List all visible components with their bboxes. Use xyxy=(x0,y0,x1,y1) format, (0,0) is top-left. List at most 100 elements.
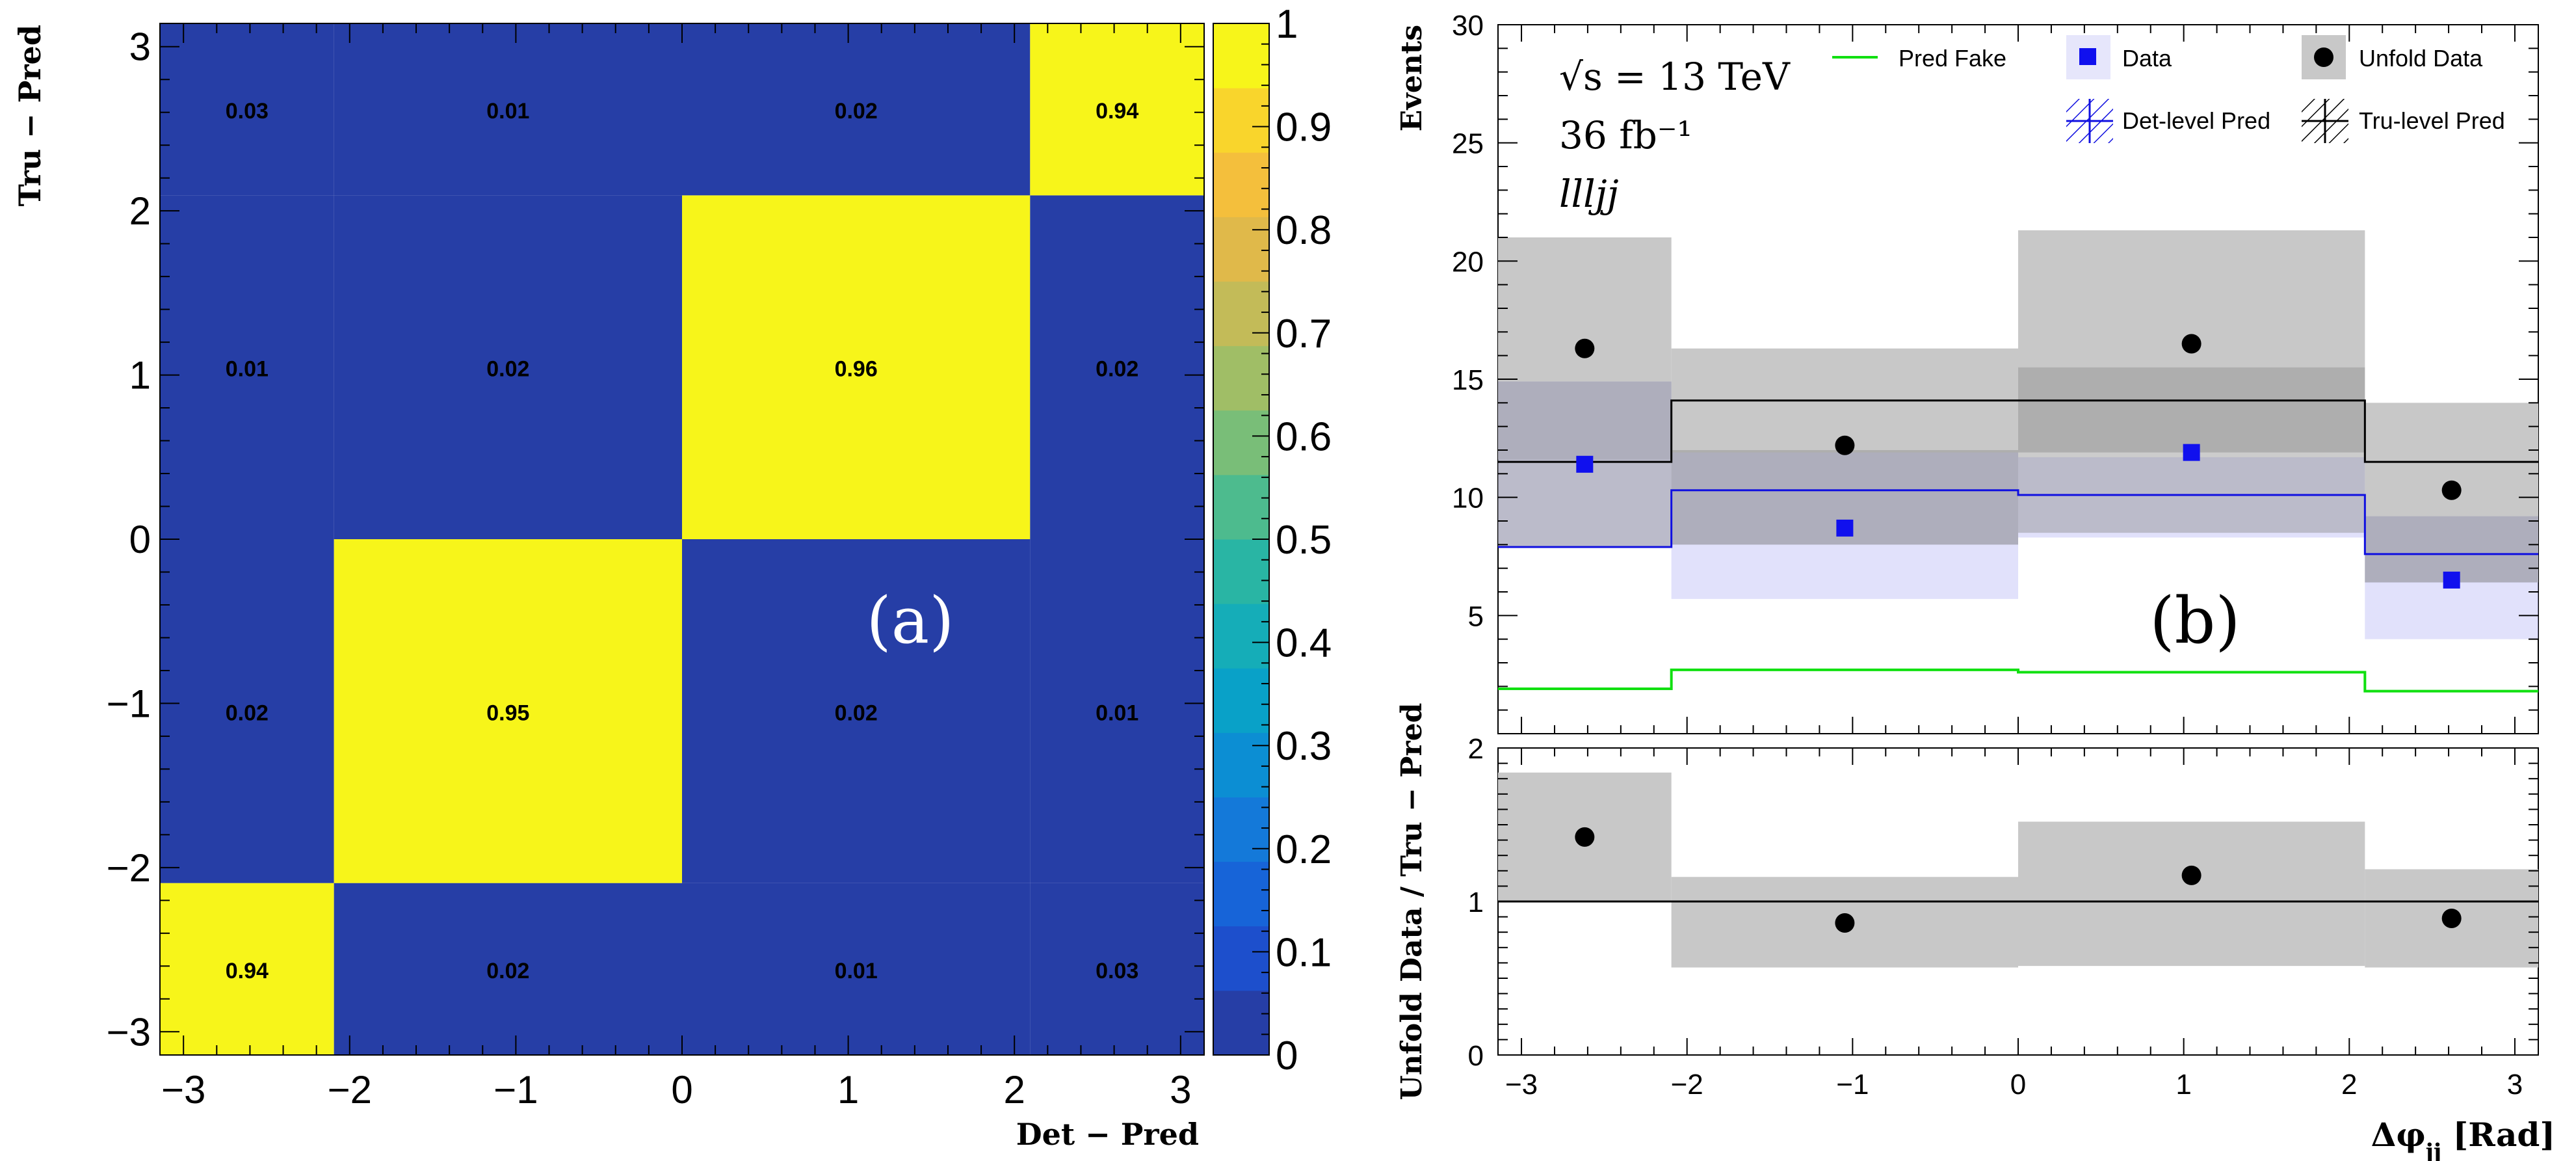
colorbar-segment xyxy=(1213,217,1269,282)
data-point xyxy=(1836,519,1854,537)
heatmap-cell xyxy=(682,883,1031,1055)
pred-fake-line xyxy=(1498,668,2538,693)
legend-label-det: Det-level Pred xyxy=(2122,107,2270,134)
heatmap-cell-label: 0.02 xyxy=(226,701,269,725)
colorbar-segment xyxy=(1213,23,1269,88)
ratio-y-tick-label: 1 xyxy=(1468,887,1484,918)
heatmap-cell xyxy=(1030,883,1204,1055)
main-y-axis-label: Events xyxy=(1395,25,1428,131)
colorbar-segment xyxy=(1213,797,1269,862)
unfold-data-point xyxy=(1835,435,1855,455)
heatmap-cell-label: 0.01 xyxy=(1096,701,1138,725)
colorbar-segment xyxy=(1213,281,1269,347)
heatmap-cell xyxy=(682,23,1031,196)
heatmap-cell-label: 0.94 xyxy=(1096,99,1138,124)
y-tick-label: −3 xyxy=(107,1010,151,1054)
x-tick-label: 1 xyxy=(837,1068,859,1112)
heatmap-cell-label: 0.01 xyxy=(835,959,878,983)
heatmap-cell-label: 0.03 xyxy=(1096,959,1138,983)
main-y-tick-labels: 5 10 15 20 25 30 xyxy=(1452,10,1484,632)
heatmap-cell xyxy=(160,883,334,1055)
unfold-data-point xyxy=(1575,338,1595,358)
data-point xyxy=(2183,444,2200,461)
heatmap-cell xyxy=(334,23,682,196)
colorbar-segment xyxy=(1213,861,1269,927)
tru-level-uncertainty-band xyxy=(2365,516,2538,583)
ratio-x-tick-label: 0 xyxy=(2010,1069,2026,1101)
colorbar-tick-label: 0.1 xyxy=(1276,930,1332,975)
ratio-x-tick-label: 2 xyxy=(2341,1069,2357,1101)
heatmap-y-tick-labels: −3 −2 −1 0 1 2 3 xyxy=(107,25,151,1054)
heatmap-cell xyxy=(160,195,334,539)
ratio-axis-ticks xyxy=(1498,747,2538,1056)
main-y-tick-label: 15 xyxy=(1452,364,1484,396)
colorbar-tick-label: 0.4 xyxy=(1276,621,1332,666)
colorbar-segment xyxy=(1213,668,1269,733)
legend-label-tru: Tru-level Pred xyxy=(2359,107,2505,134)
colorbar-tick-label: 0.9 xyxy=(1276,105,1332,150)
heatmap-cell-label: 0.02 xyxy=(835,701,878,725)
ratio-uncertainty-band xyxy=(2018,821,2365,967)
legend-label-pred-fake: Pred Fake xyxy=(1899,45,2006,72)
main-y-tick-label: 5 xyxy=(1468,600,1484,632)
ratio-x-tick-label: −3 xyxy=(1505,1069,1538,1101)
heatmap-cell-label: 0.96 xyxy=(835,357,878,382)
colorbar-segment xyxy=(1213,604,1269,669)
heatmap-cell-label: 0.94 xyxy=(226,959,269,983)
data-point xyxy=(2443,571,2460,589)
heatmap-cell xyxy=(334,195,682,539)
annotation-line-2: 36 fb⁻¹ xyxy=(1559,113,1692,157)
colorbar-segment xyxy=(1213,88,1269,153)
colorbar-tick-label: 0.6 xyxy=(1276,414,1332,459)
energy-annotation: √s = 13 TeV 36 fb⁻¹ llljj xyxy=(1559,55,1791,216)
unfold-data-point xyxy=(2181,334,2201,354)
x-tick-label: 2 xyxy=(1004,1068,1025,1112)
x-tick-label: 3 xyxy=(1170,1068,1191,1112)
heatmap-cell-label: 0.95 xyxy=(486,701,529,725)
ratio-y-tick-label: 0 xyxy=(1468,1040,1484,1072)
colorbar-segment xyxy=(1213,926,1269,991)
panel-b-label: (b) xyxy=(2149,584,2240,658)
data-point xyxy=(1576,455,1594,473)
heatmap-cell-labels: 0.94 0.02 0.01 0.03 0.02 0.95 0.02 0.01 0.01 0.02… xyxy=(226,99,1139,983)
x-tick-label: −3 xyxy=(161,1068,205,1112)
ratio-x-tick-label: −1 xyxy=(1836,1069,1869,1101)
ratio-point xyxy=(2441,908,2462,928)
det-level-pred-line xyxy=(1498,489,2538,555)
panel-a-label: (a) xyxy=(867,584,954,658)
heatmap-x-axis-label: Det − Pred xyxy=(1016,1117,1199,1152)
colorbar-tick-label: 1 xyxy=(1276,2,1298,47)
ratio-y-axis-label: Unfold Data / Tru − Pred xyxy=(1395,703,1428,1101)
heatmap-cell xyxy=(1030,195,1204,539)
ratio-x-tick-label: 1 xyxy=(2175,1069,2191,1101)
heatmap-cell-label: 0.02 xyxy=(486,959,529,983)
heatmap-cell-label: 0.03 xyxy=(226,99,269,124)
ratio-y-tick-labels: 0 1 2 xyxy=(1468,733,1484,1072)
ratio-point xyxy=(1835,913,1855,933)
heatmap-cell-label: 0.02 xyxy=(486,357,529,382)
y-tick-label: −2 xyxy=(107,846,151,890)
y-tick-label: 1 xyxy=(129,354,151,397)
legend: Pred Fake Data Unfold Data Det-level Pre… xyxy=(1832,35,2505,143)
colorbar-segment xyxy=(1213,345,1269,411)
panel-a-heatmap: 0.94 0.02 0.01 0.03 0.02 0.95 0.02 0.01 0.01 0.02… xyxy=(12,2,1332,1152)
annotation-line-1: √s = 13 TeV xyxy=(1559,55,1791,99)
colorbar-tick-label: 0.5 xyxy=(1276,518,1332,563)
legend-swatch-unfold-marker xyxy=(2314,47,2333,67)
main-y-tick-label: 25 xyxy=(1452,128,1484,160)
main-y-tick-label: 20 xyxy=(1452,246,1484,278)
ratio-x-tick-label: −2 xyxy=(1671,1069,1703,1101)
ratio-uncertainty-bands xyxy=(1498,772,2538,968)
main-axis-ticks xyxy=(1498,24,2538,734)
legend-label-data: Data xyxy=(2122,45,2172,72)
colorbar-tick-labels: 0 0.1 0.2 0.3 0.4 0.5 0.6 0.7 0.8 0.9 1 xyxy=(1276,2,1332,1078)
heatmap-cells xyxy=(160,23,1204,1055)
ratio-x-tick-label: 3 xyxy=(2507,1069,2523,1101)
heatmap-cell xyxy=(682,195,1031,539)
heatmap-cell xyxy=(1030,23,1204,196)
heatmap-x-tick-labels: −3 −2 −1 0 1 2 3 xyxy=(161,1068,1192,1112)
colorbar-tick-label: 0.3 xyxy=(1276,724,1332,769)
colorbar-tick-label: 0.2 xyxy=(1276,827,1332,872)
legend-swatch-data-marker xyxy=(2079,48,2096,65)
